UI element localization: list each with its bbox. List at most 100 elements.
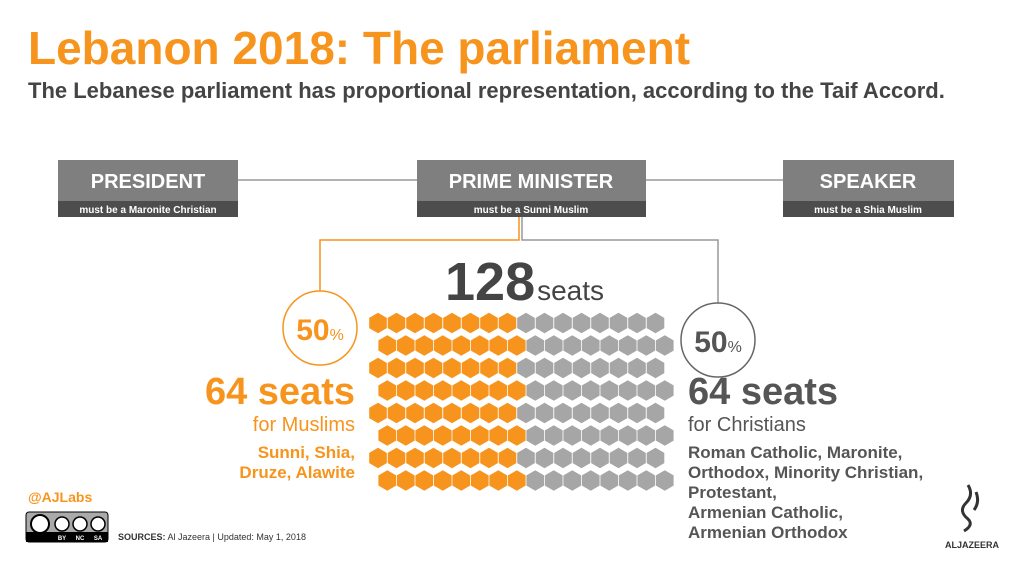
seat <box>470 335 489 356</box>
seat <box>406 447 424 469</box>
sources-label: SOURCES: <box>118 532 166 542</box>
seat <box>452 470 471 491</box>
seat <box>433 470 452 491</box>
total-unit: seats <box>537 275 604 306</box>
seat <box>498 357 517 379</box>
seat <box>378 380 397 401</box>
seat <box>406 357 424 379</box>
seat <box>544 380 563 401</box>
seat <box>452 335 471 356</box>
seat <box>489 470 508 491</box>
seat <box>369 402 387 424</box>
seat <box>572 447 591 469</box>
sect-line: Protestant, <box>688 483 777 502</box>
seat <box>526 380 545 401</box>
percent-sign: % <box>330 327 344 344</box>
title: Lebanon 2018: The parliament <box>28 22 690 74</box>
seat <box>387 312 406 334</box>
seat <box>461 402 480 424</box>
group-seats: 64 seats <box>205 371 355 413</box>
seat <box>480 357 498 379</box>
percent-circle <box>680 302 756 378</box>
seat <box>396 335 415 356</box>
role-box <box>58 160 238 201</box>
seat <box>609 447 628 469</box>
seat <box>489 380 508 401</box>
seat <box>646 312 665 334</box>
seat <box>369 447 387 469</box>
seat <box>489 425 508 446</box>
seat-grid <box>369 312 674 491</box>
sect-line: Druze, Alawite <box>239 463 355 482</box>
cc-badge: BY NC SA <box>25 511 109 543</box>
seat <box>628 447 646 469</box>
seat <box>433 425 452 446</box>
seat <box>628 402 646 424</box>
role-title: SPEAKER <box>820 171 917 193</box>
seat <box>461 447 480 469</box>
seat <box>526 425 545 446</box>
seat <box>637 425 656 446</box>
seat <box>600 380 619 401</box>
seat <box>572 312 591 334</box>
seat <box>544 470 563 491</box>
seat <box>498 402 517 424</box>
seat <box>655 380 674 401</box>
seat <box>415 470 434 491</box>
license: NC <box>76 536 85 542</box>
seat <box>507 380 526 401</box>
seat <box>443 357 461 379</box>
seat <box>396 425 415 446</box>
seat <box>415 425 434 446</box>
seat <box>507 425 526 446</box>
seat <box>443 402 461 424</box>
role-strip <box>417 201 646 217</box>
seat <box>517 447 535 469</box>
role-box <box>417 160 646 201</box>
seat <box>378 470 397 491</box>
seat <box>544 425 563 446</box>
seat <box>637 335 656 356</box>
seat <box>433 380 452 401</box>
seat <box>507 335 526 356</box>
percent: 50% <box>694 326 742 359</box>
handle: @AJLabs <box>28 489 92 505</box>
sect-line: Sunni, Shia, <box>258 443 355 462</box>
seat <box>452 425 471 446</box>
seat <box>554 312 572 334</box>
role-strip <box>783 201 954 217</box>
seat <box>535 402 554 424</box>
percent: 50% <box>296 314 344 347</box>
role-requirement: must be a Maronite Christian <box>79 205 216 216</box>
cc-icon <box>54 516 70 532</box>
seat <box>581 425 600 446</box>
seat <box>544 335 563 356</box>
seat <box>489 335 508 356</box>
seat <box>415 380 434 401</box>
role-box <box>783 160 954 201</box>
connector <box>319 216 520 291</box>
seat <box>433 335 452 356</box>
percent-value: 50 <box>296 314 329 347</box>
seat <box>646 447 665 469</box>
seat <box>369 357 387 379</box>
seat <box>609 312 628 334</box>
seat <box>480 402 498 424</box>
role-requirement: must be a Shia Muslim <box>814 205 922 216</box>
seat <box>655 335 674 356</box>
role-title: PRESIDENT <box>91 171 205 193</box>
seat <box>646 357 665 379</box>
role-title: PRIME MINISTER <box>449 171 614 193</box>
seat <box>563 470 582 491</box>
seat <box>443 312 461 334</box>
seat <box>517 357 535 379</box>
seat <box>396 380 415 401</box>
seat <box>517 402 535 424</box>
total: 128seats <box>445 252 604 312</box>
seat <box>424 447 443 469</box>
percent-value: 50 <box>694 326 727 359</box>
logo: ALJAZEERA <box>945 540 1000 550</box>
seat <box>609 402 628 424</box>
seat <box>554 402 572 424</box>
cc-strip <box>26 532 108 542</box>
